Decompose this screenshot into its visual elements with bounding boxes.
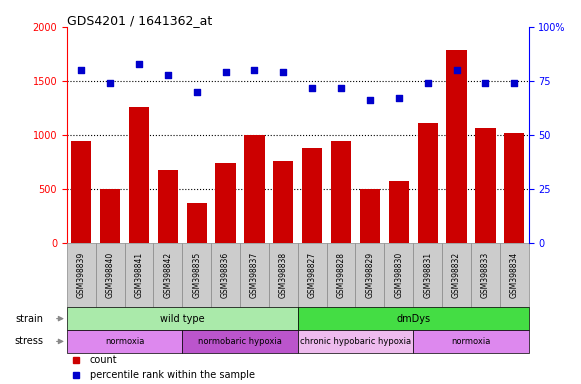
Text: normoxia: normoxia bbox=[105, 337, 144, 346]
Text: GDS4201 / 1641362_at: GDS4201 / 1641362_at bbox=[67, 14, 212, 27]
Bar bbox=[298, 307, 529, 330]
Bar bbox=[245, 135, 264, 243]
Bar bbox=[356, 243, 385, 307]
Bar bbox=[298, 330, 413, 353]
Point bbox=[106, 80, 115, 86]
Text: GSM398830: GSM398830 bbox=[394, 252, 403, 298]
Bar bbox=[331, 141, 351, 243]
Text: dmDys: dmDys bbox=[396, 314, 431, 324]
Text: percentile rank within the sample: percentile rank within the sample bbox=[90, 370, 255, 380]
Bar bbox=[302, 148, 322, 243]
Bar bbox=[216, 163, 236, 243]
Text: normoxia: normoxia bbox=[451, 337, 491, 346]
Bar bbox=[413, 330, 529, 353]
Bar bbox=[100, 189, 120, 243]
Text: GSM398828: GSM398828 bbox=[336, 252, 346, 298]
Text: count: count bbox=[90, 355, 117, 365]
Text: GSM398838: GSM398838 bbox=[279, 252, 288, 298]
Text: GSM398836: GSM398836 bbox=[221, 252, 230, 298]
Bar bbox=[273, 161, 293, 243]
Point bbox=[163, 71, 173, 78]
Bar bbox=[96, 243, 124, 307]
Bar bbox=[211, 243, 240, 307]
Bar bbox=[182, 330, 297, 353]
Point bbox=[423, 80, 432, 86]
Point bbox=[134, 61, 144, 67]
Text: GSM398837: GSM398837 bbox=[250, 252, 259, 298]
Text: strain: strain bbox=[16, 314, 44, 324]
Bar bbox=[360, 189, 380, 243]
Text: GSM398839: GSM398839 bbox=[77, 252, 86, 298]
Bar bbox=[129, 107, 149, 243]
Point bbox=[394, 95, 403, 101]
Point bbox=[192, 89, 202, 95]
Text: GSM398831: GSM398831 bbox=[423, 252, 432, 298]
Bar bbox=[158, 170, 178, 243]
Bar bbox=[71, 141, 91, 243]
Point bbox=[250, 67, 259, 73]
Point bbox=[279, 69, 288, 75]
Text: wild type: wild type bbox=[160, 314, 205, 324]
Text: GSM398833: GSM398833 bbox=[481, 252, 490, 298]
Bar bbox=[385, 243, 413, 307]
Bar bbox=[67, 243, 96, 307]
Bar bbox=[298, 243, 327, 307]
Text: normobaric hypoxia: normobaric hypoxia bbox=[198, 337, 282, 346]
Text: GSM398829: GSM398829 bbox=[365, 252, 374, 298]
Bar bbox=[67, 330, 182, 353]
Point bbox=[221, 69, 230, 75]
Bar bbox=[124, 243, 153, 307]
Bar bbox=[187, 204, 207, 243]
Text: GSM398841: GSM398841 bbox=[134, 252, 144, 298]
Bar bbox=[269, 243, 298, 307]
Text: stress: stress bbox=[15, 336, 44, 346]
Bar bbox=[327, 243, 356, 307]
Text: GSM398835: GSM398835 bbox=[192, 252, 201, 298]
Text: GSM398827: GSM398827 bbox=[308, 252, 317, 298]
Bar bbox=[67, 307, 298, 330]
Point bbox=[510, 80, 519, 86]
Bar bbox=[446, 50, 467, 243]
Text: GSM398834: GSM398834 bbox=[510, 252, 519, 298]
Bar bbox=[471, 243, 500, 307]
Text: chronic hypobaric hypoxia: chronic hypobaric hypoxia bbox=[300, 337, 411, 346]
Point bbox=[452, 67, 461, 73]
Bar bbox=[240, 243, 269, 307]
Text: GSM398840: GSM398840 bbox=[106, 252, 114, 298]
Point bbox=[77, 67, 86, 73]
Point bbox=[336, 84, 346, 91]
Point bbox=[480, 80, 490, 86]
Bar bbox=[500, 243, 529, 307]
Bar bbox=[418, 123, 437, 243]
Bar bbox=[475, 127, 496, 243]
Bar bbox=[153, 243, 182, 307]
Point bbox=[307, 84, 317, 91]
Point bbox=[365, 98, 375, 104]
Text: GSM398842: GSM398842 bbox=[163, 252, 173, 298]
Bar bbox=[504, 133, 525, 243]
Bar bbox=[182, 243, 211, 307]
Bar bbox=[389, 180, 409, 243]
Bar bbox=[413, 243, 442, 307]
Text: GSM398832: GSM398832 bbox=[452, 252, 461, 298]
Bar bbox=[442, 243, 471, 307]
